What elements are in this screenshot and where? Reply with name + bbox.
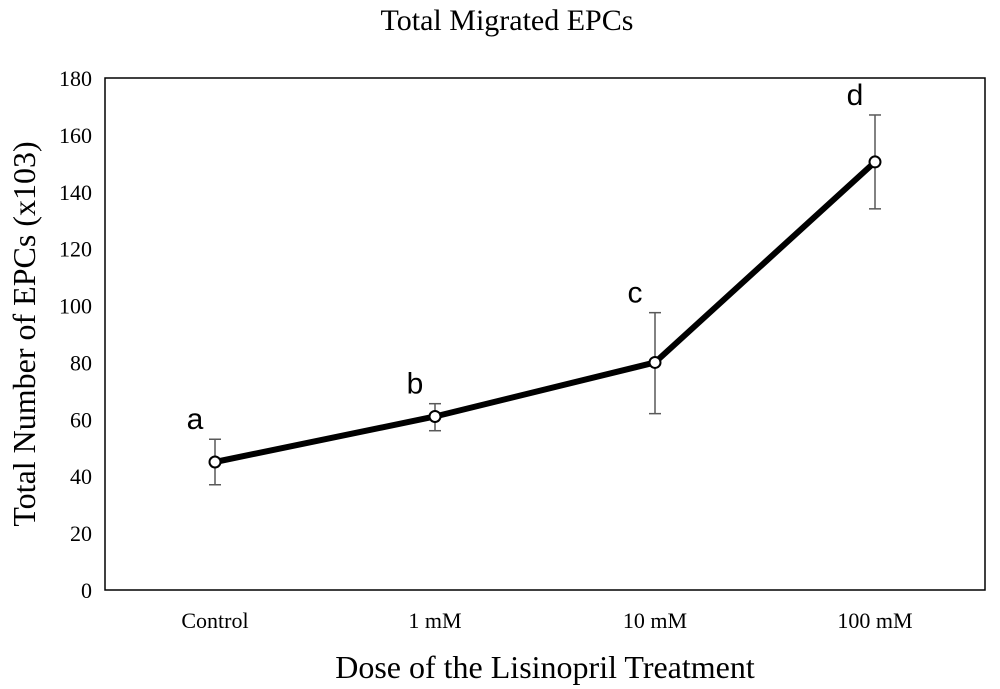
x-axis-ticks: Control 1 mM 10 mM 100 mM [181,608,912,633]
data-points [208,155,882,469]
y-tick-label: 180 [59,66,92,91]
significance-label: a [187,403,204,436]
plot-area-frame [104,77,986,591]
significance-labels: a b c d [187,79,864,436]
y-tick-label: 140 [59,180,92,205]
data-point [648,355,662,369]
series-line-group [212,158,878,465]
series-line [212,158,878,465]
y-axis-ticks: 0 20 40 60 80 100 120 140 160 180 [59,66,92,603]
y-axis-title: Total Number of EPCs (x103) [6,141,42,526]
x-tick-label: Control [181,608,248,633]
y-tick-label: 120 [59,237,92,262]
y-tick-label: 0 [81,578,92,603]
data-point [428,409,442,423]
y-tick-label: 100 [59,294,92,319]
x-tick-label: 1 mM [408,608,461,633]
y-tick-label: 80 [70,350,92,375]
y-tick-label: 20 [70,521,92,546]
significance-label: d [847,79,864,112]
x-tick-label: 100 mM [837,608,912,633]
y-tick-label: 40 [70,464,92,489]
error-bars [209,114,881,486]
y-tick-label: 60 [70,407,92,432]
significance-label: b [407,368,424,401]
data-point [208,455,222,469]
chart-title: Total Migrated EPCs [381,4,634,37]
data-point [868,155,882,169]
x-axis-title: Dose of the Lisinopril Treatment [335,649,755,685]
x-tick-label: 10 mM [623,608,687,633]
y-tick-label: 160 [59,123,92,148]
significance-label: c [628,277,643,310]
